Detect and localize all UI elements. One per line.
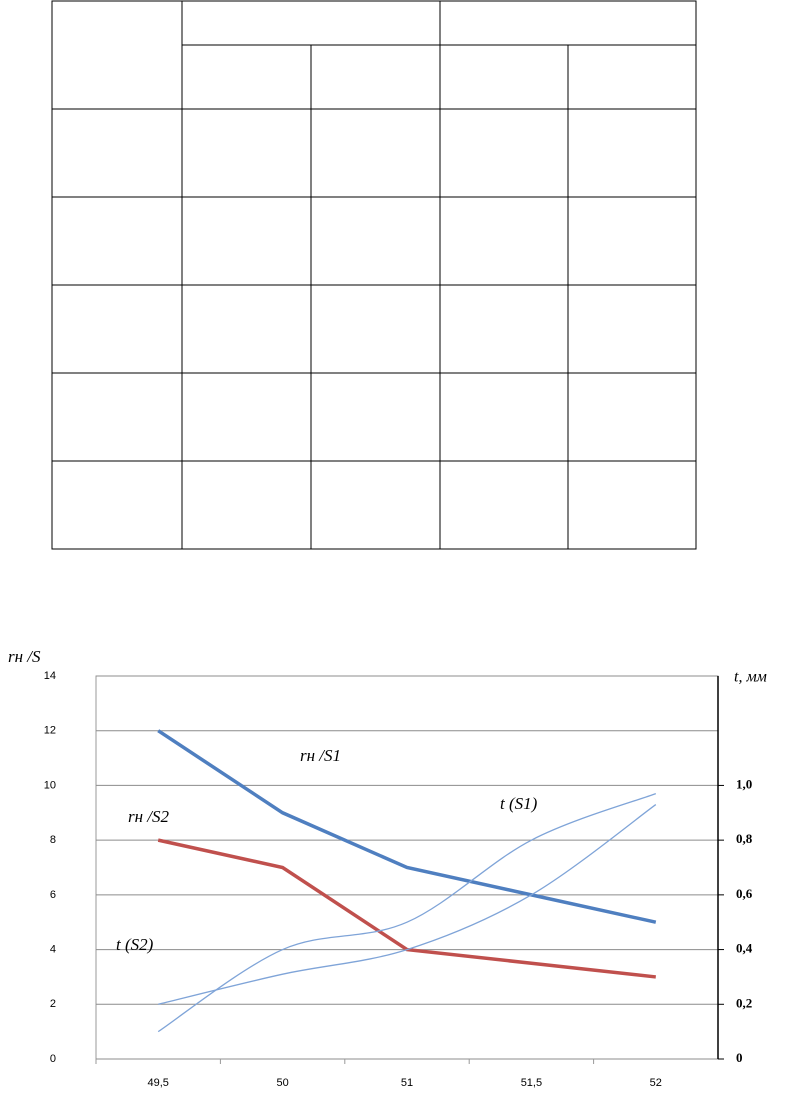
x-tick-label: 50 — [276, 1077, 288, 1089]
table-border — [51, 0, 697, 550]
y-tick-label: 10 — [44, 779, 56, 791]
y2-tick-label: 0,2 — [736, 995, 752, 1010]
y2-tick-label: 0 — [736, 1050, 743, 1065]
y2-axis-title: t, мм — [734, 669, 767, 686]
series-line — [157, 793, 657, 1033]
y-axis-title: rн /S — [8, 647, 41, 666]
x-tick-label: 49,5 — [147, 1077, 168, 1089]
y-tick-label: 4 — [50, 943, 56, 955]
series-line — [157, 729, 657, 924]
x-tick-label: 51,5 — [521, 1077, 542, 1089]
series-line — [158, 804, 657, 1005]
y-tick-label: 0 — [50, 1053, 56, 1065]
y-tick-label: 6 — [50, 889, 56, 901]
y-tick-label: 2 — [50, 998, 56, 1010]
series-label: t (S1) — [500, 794, 538, 813]
series-label: t (S2) — [116, 935, 154, 954]
empty-table — [51, 0, 697, 550]
y-tick-label: 14 — [44, 670, 56, 682]
y2-tick-label: 0,6 — [736, 886, 753, 901]
series-label: rн /S1 — [300, 746, 341, 765]
x-tick-label: 52 — [650, 1077, 662, 1089]
y-tick-label: 8 — [50, 834, 56, 846]
y2-tick-label: 1,0 — [736, 776, 752, 791]
x-tick-label: 51 — [401, 1077, 413, 1089]
y2-tick-label: 0,8 — [736, 831, 753, 846]
y-tick-label: 12 — [44, 725, 56, 737]
series-label: rн /S2 — [128, 807, 170, 826]
y2-tick-label: 0,4 — [736, 941, 753, 956]
